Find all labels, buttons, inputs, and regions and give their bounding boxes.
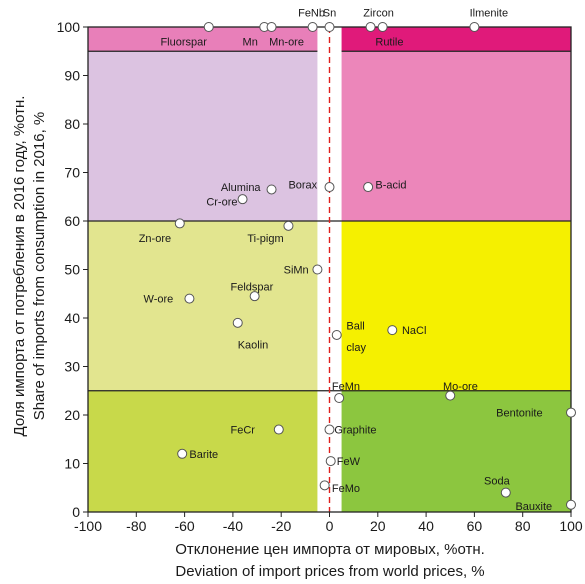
region-0 [88,27,318,52]
y-tick-label: 30 [64,359,80,375]
region-6 [88,390,318,512]
point-marker [334,393,345,404]
region-7 [341,390,571,512]
point-marker [469,22,480,32]
point-label: FeCr [230,425,255,437]
point-label: FeW [337,456,361,468]
point-label: Ilmenite [470,7,509,19]
y-axis-title-en: Share of imports from consumption in 201… [31,112,48,420]
point-marker [266,184,277,195]
point-label: Cr-ore [206,197,237,209]
x-tick-label: -100 [74,518,102,534]
point-marker [377,22,388,32]
point-label: Ti-pigm [247,233,283,245]
point-label: SiMn [284,265,309,277]
point-marker [566,499,576,510]
point-label: Bentonite [496,408,542,420]
point-label: B-acid [375,180,406,192]
point-marker [363,182,374,193]
point-label: Rutile [375,37,403,49]
x-tick-label: -80 [126,518,146,534]
point-marker [266,22,277,32]
y-tick-label: 90 [64,68,80,84]
point-marker [566,407,576,418]
point-marker [177,448,188,459]
point-label: Kaolin [238,340,269,352]
point-marker [387,325,398,336]
point-label: W-ore [144,294,174,306]
region-4 [88,221,318,391]
point-label: Mn [243,37,258,49]
point-label: Feldspar [230,281,273,293]
x-tick-label: 40 [418,518,434,534]
region-3 [341,51,571,221]
y-tick-label: 60 [64,213,80,229]
y-tick-label: 40 [64,310,80,326]
point-label: NaCl [402,325,426,337]
point-label: Barite [189,449,218,461]
y-tick-label: 100 [57,19,81,35]
region-2 [88,51,318,221]
point-marker [232,317,243,328]
point-marker [307,22,318,32]
x-tick-label: -60 [174,518,194,534]
point-marker [249,291,260,302]
point-marker [331,329,342,340]
point-marker [283,220,294,231]
point-label: Bauxite [515,501,552,513]
point-label: Sn [323,7,336,19]
y-tick-label: 0 [72,504,80,520]
point-label: Zircon [363,7,394,19]
y-tick-label: 70 [64,165,80,181]
point-label: Graphite [334,425,376,437]
point-label: Fluorspar [160,37,207,49]
point-marker [324,182,335,193]
x-tick-label: -20 [271,518,291,534]
point-label: FeMn [332,381,360,393]
point-marker [203,22,214,32]
x-axis-title-en: Deviation of import prices from world pr… [175,563,484,580]
point-marker [365,22,376,32]
point-label: Mn-ore [269,37,304,49]
x-tick-label: 100 [559,518,583,534]
x-tick-label: 0 [326,518,334,534]
x-tick-label: 20 [370,518,386,534]
point-marker [237,194,248,205]
point-label: Mo-ore [443,381,478,393]
point-label: Soda [484,475,511,487]
point-marker [445,390,456,401]
x-tick-label: -40 [223,518,243,534]
point-label: FeNb [298,7,325,19]
x-tick-label: 60 [467,518,483,534]
x-tick-label: 80 [515,518,531,534]
y-tick-label: 10 [64,456,80,472]
point-marker [324,424,335,435]
quadrant-regions [88,27,571,512]
point-label: clay [346,342,366,354]
point-marker [325,456,336,467]
point-marker [500,487,511,498]
y-tick-label: 20 [64,407,80,423]
point-label: Alumina [221,182,262,194]
point-marker [319,480,330,491]
x-axis-title-ru: Отклонение цен импорта от мировых, %отн. [175,541,485,558]
point-marker [324,22,335,32]
point-label: Borax [288,180,317,192]
region-5 [341,221,571,391]
point-marker [312,264,323,275]
point-label: Zn-ore [139,233,171,245]
point-label: FeMo [332,483,360,495]
point-marker [273,424,284,435]
y-tick-label: 50 [64,262,80,278]
y-tick-label: 80 [64,116,80,132]
point-label: Ball [346,320,364,332]
point-marker [174,218,185,229]
y-axis-title-ru: Доля импорта от потребления в 2016 году,… [11,96,28,437]
point-marker [184,293,195,304]
